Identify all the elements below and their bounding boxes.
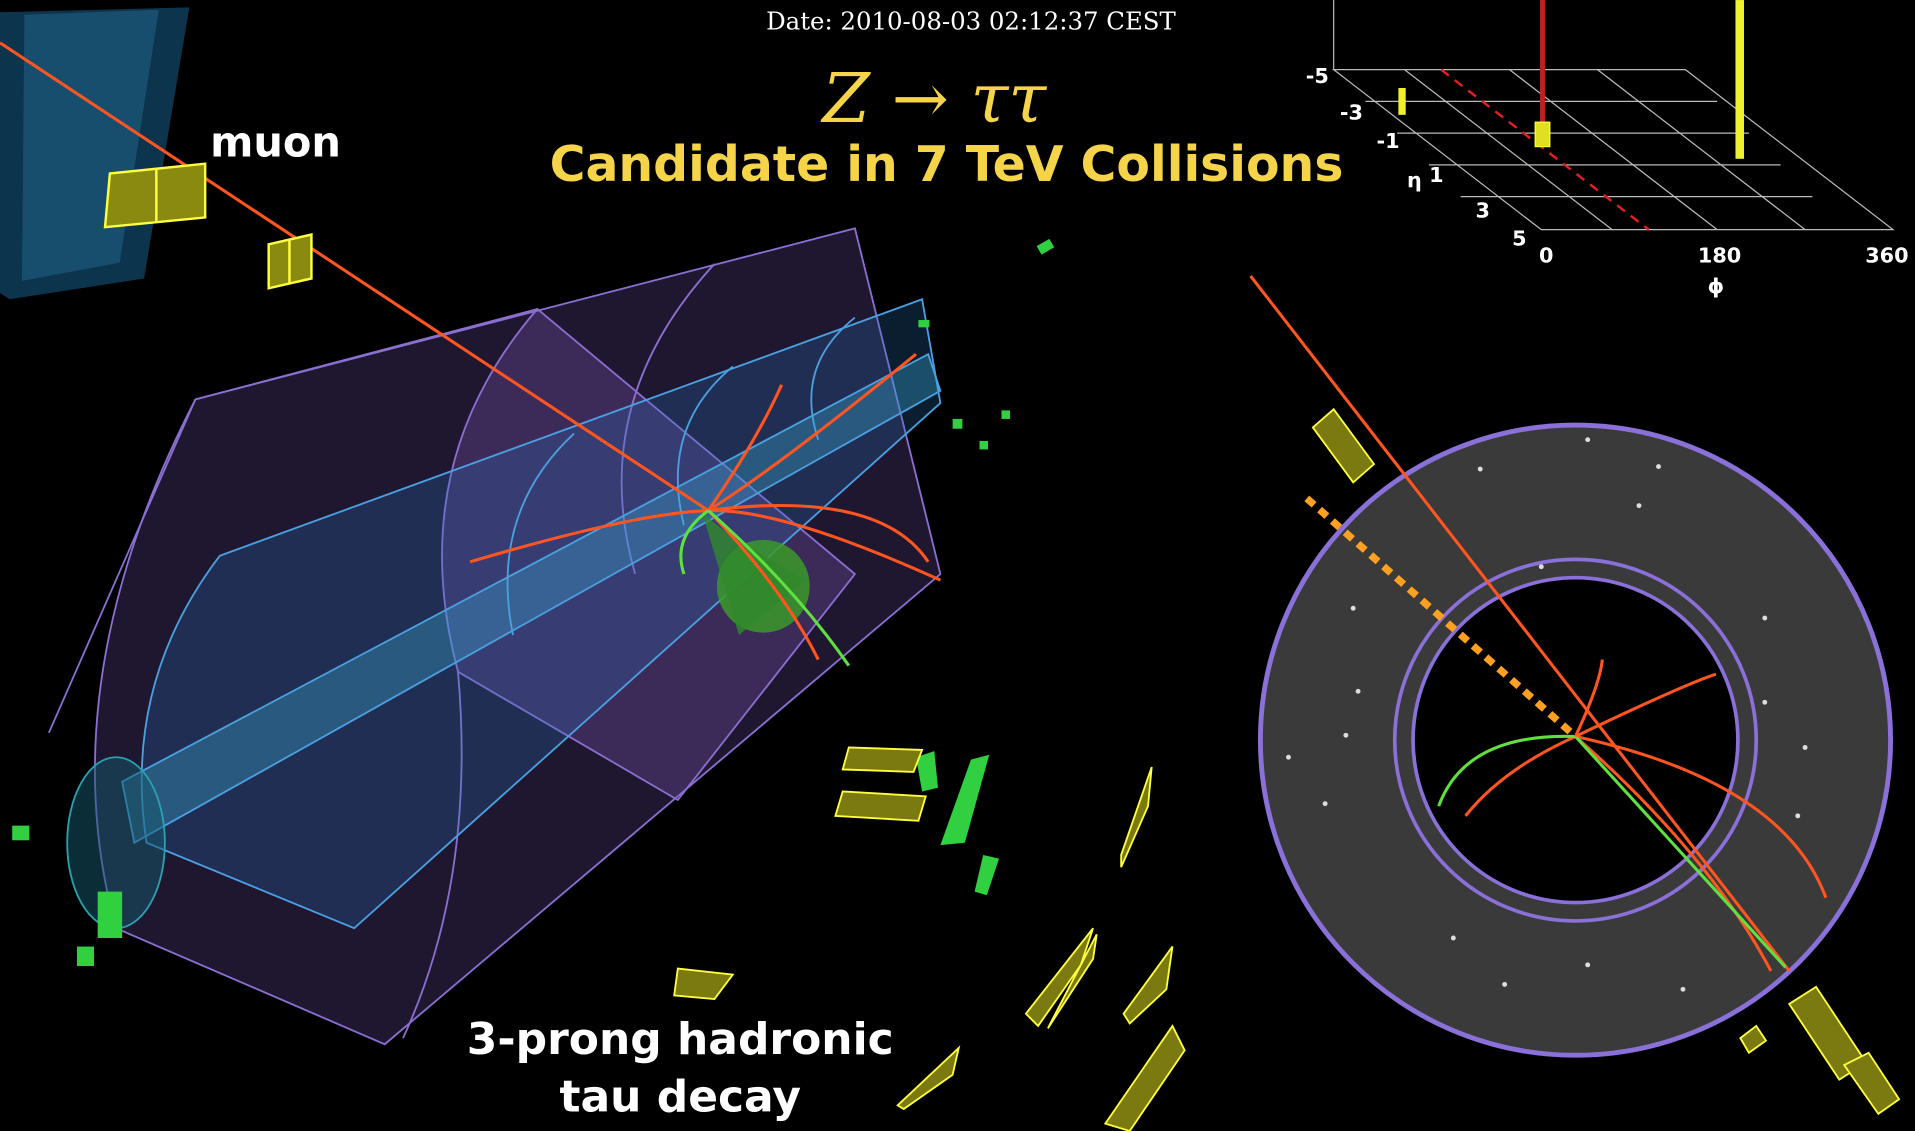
- event-display: Date: 2010-08-03 02:12:37 CEST Z → ττ Ca…: [0, 0, 1915, 1131]
- muon-hits-lower-part: [843, 747, 922, 771]
- calo-hits-part: [1001, 410, 1010, 419]
- end-view-part-part: [1351, 606, 1356, 611]
- calo-hits-part: [979, 441, 988, 450]
- calo-hits-part: [12, 826, 29, 841]
- subtitle: Candidate in 7 TeV Collisions: [550, 136, 1344, 193]
- process-title: Z → ττ: [820, 60, 1047, 139]
- calo-hits-part: [98, 892, 122, 938]
- end-view-part-part: [1478, 467, 1483, 472]
- end-view-part-part: [1762, 700, 1767, 705]
- end-view-part-part: [1681, 987, 1686, 992]
- eta-tick-label: -3: [1340, 101, 1363, 125]
- lego-towers-part: [1735, 0, 1744, 159]
- end-view-part-part: [1803, 745, 1808, 750]
- end-view-part-part: [1656, 464, 1661, 469]
- eta-tick-label: 1: [1429, 163, 1443, 187]
- muon-label: muon: [210, 117, 341, 166]
- eta-tick-label: 3: [1476, 198, 1490, 222]
- tau-label: 3-prong hadronic: [467, 1014, 894, 1065]
- tau-label: tau decay: [559, 1071, 801, 1122]
- end-view-part-part: [1451, 936, 1456, 941]
- muon-hits-lower-part: [835, 791, 925, 820]
- eta-tick-label: 5: [1512, 227, 1526, 251]
- eta-label: η: [1407, 168, 1422, 192]
- phi-tick-label: 360: [1865, 244, 1908, 268]
- end-view-part-part: [1762, 616, 1767, 621]
- phi-tick-label: 180: [1698, 244, 1741, 268]
- page: Date: 2010-08-03 02:12:37 CEST Z → ττ Ca…: [0, 0, 1915, 1131]
- end-view-part-part: [1356, 689, 1361, 694]
- end-view-part-part: [1585, 437, 1590, 442]
- date: Date: 2010-08-03 02:12:37 CEST: [766, 6, 1176, 35]
- muon-hits-part: [105, 164, 205, 228]
- end-view-part-part: [1502, 982, 1507, 987]
- end-view-part-part: [1323, 801, 1328, 806]
- end-view-part-part: [1585, 962, 1590, 967]
- end-view-part-part: [1637, 503, 1642, 508]
- calo-hits-part: [77, 947, 94, 967]
- phi-label: ϕ: [1708, 274, 1725, 298]
- calo-hits-part: [953, 419, 963, 429]
- calo-hits-part: [918, 320, 929, 327]
- lego-towers-part: [1535, 122, 1550, 146]
- end-view-part-part: [1286, 755, 1291, 760]
- lego-towers-part: [1398, 88, 1405, 115]
- end-view-part-part: [1795, 813, 1800, 818]
- end-view-part-part: [1539, 564, 1544, 569]
- eta-tick-label: -5: [1306, 64, 1329, 88]
- end-view-part-part: [1343, 733, 1348, 738]
- lego-towers-part: [1540, 0, 1545, 134]
- eta-tick-label: -1: [1377, 129, 1400, 153]
- phi-tick-label: 0: [1539, 244, 1553, 268]
